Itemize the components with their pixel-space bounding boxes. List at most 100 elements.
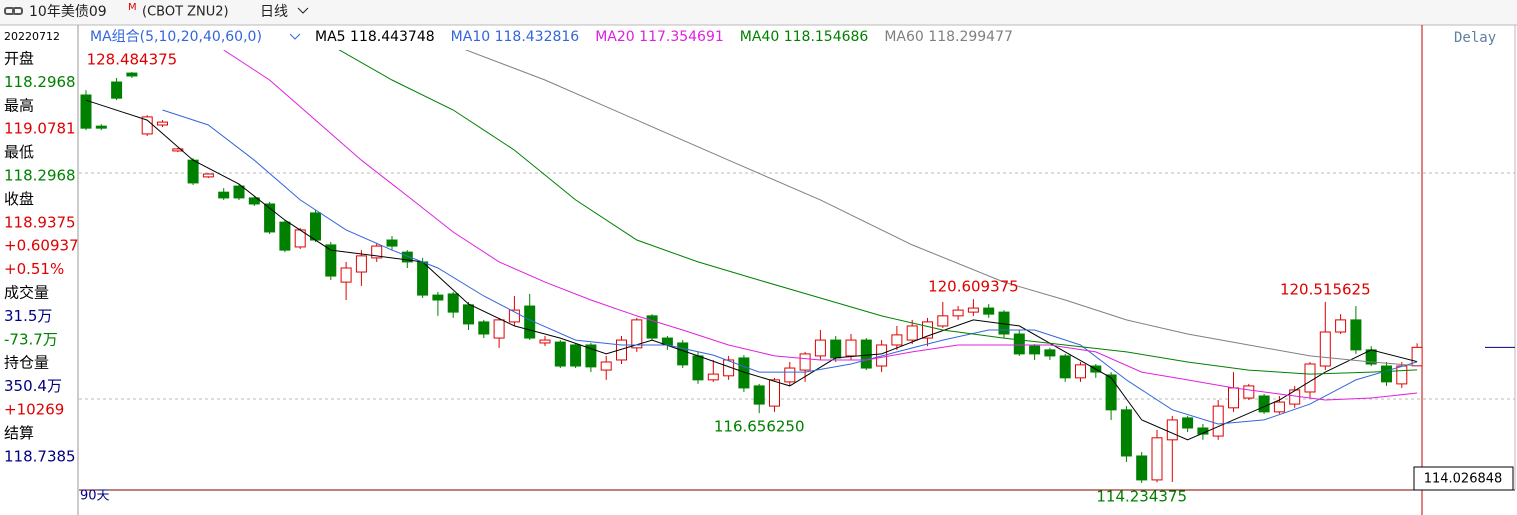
candle-body — [738, 357, 750, 389]
extreme-label: 114.234375 — [1096, 487, 1187, 505]
legend-entry: MA5 118.443748 — [315, 29, 435, 45]
cursor-price: 114.026848 — [1424, 472, 1503, 487]
candle-body — [1350, 319, 1362, 351]
candle-body — [264, 203, 276, 233]
instrument-flag: M — [128, 2, 137, 13]
info-line: 持仓量 — [4, 354, 49, 372]
extreme-label: 120.515625 — [1280, 280, 1371, 298]
candle-body — [952, 309, 964, 317]
candle-body — [1381, 365, 1392, 383]
candle-body — [233, 185, 245, 199]
candle-body — [386, 239, 398, 247]
candle-body — [1396, 365, 1408, 385]
candle-body — [585, 344, 597, 368]
info-line: 118.2968 — [4, 73, 76, 91]
legend-name: MA40 — [740, 29, 779, 45]
candle-body — [248, 197, 260, 205]
candle-body — [340, 267, 352, 283]
candle-body — [187, 159, 199, 184]
info-line: -73.7万 — [4, 330, 58, 348]
legend: MA5 118.443748 MA10 118.432816 MA20 117.35… — [315, 29, 1013, 45]
candle-body — [554, 341, 566, 367]
ma-line — [85, 99, 1418, 441]
ma-line — [338, 50, 1418, 375]
info-date: 20220712 — [4, 30, 60, 43]
candle-body — [769, 379, 780, 407]
candle-body — [202, 173, 214, 178]
link-icon[interactable] — [4, 7, 23, 15]
candle-body — [799, 353, 811, 371]
cursor-price-box — [1413, 466, 1514, 491]
info-line: +0.51% — [4, 260, 64, 278]
candle-body — [325, 244, 337, 277]
info-line: 118.7385 — [4, 447, 76, 465]
candle-body — [1304, 363, 1316, 393]
candle-body — [141, 116, 153, 135]
candle-body — [723, 359, 735, 377]
legend-value: 118.443748 — [350, 29, 435, 45]
candle-body — [1105, 374, 1117, 411]
ma-line — [464, 50, 1418, 367]
candle-body — [1075, 364, 1086, 379]
candle-body — [830, 339, 842, 359]
candle-body — [1228, 387, 1239, 409]
candle-body — [1013, 333, 1025, 355]
extreme-label: 120.609375 — [928, 278, 1019, 296]
candle-body — [539, 339, 551, 344]
candle-body — [1335, 319, 1347, 333]
info-line: 最低 — [4, 143, 34, 161]
info-line: 开盘 — [4, 50, 34, 68]
candle-body — [279, 221, 291, 251]
legend-name: MA60 — [884, 29, 923, 45]
candle-body — [310, 212, 321, 241]
candle-body — [906, 325, 918, 341]
candle-body — [784, 367, 796, 383]
info-line: 118.2968 — [4, 167, 76, 185]
candle-body — [172, 148, 184, 152]
legend-name: MA20 — [595, 29, 634, 45]
legend-entry: MA10 118.432816 — [451, 29, 580, 45]
info-line: 350.4万 — [4, 377, 62, 395]
legend-name: MA5 — [315, 29, 346, 45]
candle-body — [922, 321, 933, 339]
title-bar — [0, 0, 1517, 25]
period-chevron[interactable] — [297, 7, 309, 14]
candle-body — [111, 81, 123, 99]
candle-body — [524, 305, 536, 339]
candle-body — [417, 261, 429, 296]
candle-body — [631, 319, 643, 349]
candle-body — [126, 72, 138, 77]
extreme-label: 128.484375 — [87, 51, 178, 69]
range-label: 90天 — [80, 489, 110, 504]
candle-body — [1029, 345, 1041, 355]
candle-body — [1059, 355, 1071, 379]
info-line: 成交量 — [4, 284, 49, 302]
candle-body — [845, 339, 857, 357]
candle-body — [1243, 385, 1255, 399]
candle-body — [508, 309, 520, 323]
candle-body — [447, 293, 459, 313]
candle-body — [463, 304, 474, 325]
candle-body — [860, 339, 872, 369]
ma-selector[interactable]: MA组合(5,10,20,40,60,0) — [90, 29, 262, 45]
info-panel: 开盘 118.2968 最高 119.0781 最低 118.2968 收盘 118.9375… — [4, 50, 79, 466]
candle-body — [1319, 331, 1331, 367]
candle-body — [80, 94, 92, 129]
legend-value: 118.154686 — [784, 29, 869, 45]
candle-body — [600, 361, 612, 371]
candle-body — [1182, 417, 1194, 429]
ma-chevron[interactable] — [289, 33, 301, 40]
candle-body — [1044, 349, 1056, 357]
info-line: 最高 — [4, 96, 34, 114]
legend-entry: MA40 118.154686 — [740, 29, 869, 45]
candle-body — [616, 339, 627, 361]
candle-body — [814, 339, 826, 357]
period-selector[interactable]: 日线 — [260, 4, 288, 20]
legend-value: 118.432816 — [495, 29, 580, 45]
candle-body — [891, 334, 903, 346]
candle-body — [478, 321, 490, 335]
candle-body — [646, 315, 658, 339]
extreme-label: 116.656250 — [714, 418, 805, 436]
info-line: +0.60937 — [4, 237, 79, 255]
